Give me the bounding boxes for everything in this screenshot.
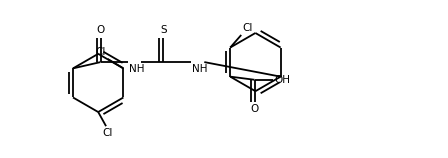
Text: Cl: Cl bbox=[103, 128, 113, 138]
Text: NH: NH bbox=[192, 64, 207, 74]
Text: O: O bbox=[250, 104, 259, 114]
Text: OH: OH bbox=[274, 75, 290, 85]
Text: Cl: Cl bbox=[243, 23, 253, 33]
Text: Cl: Cl bbox=[96, 47, 106, 57]
Text: O: O bbox=[96, 25, 105, 35]
Text: S: S bbox=[160, 25, 167, 35]
Text: NH: NH bbox=[129, 64, 144, 74]
